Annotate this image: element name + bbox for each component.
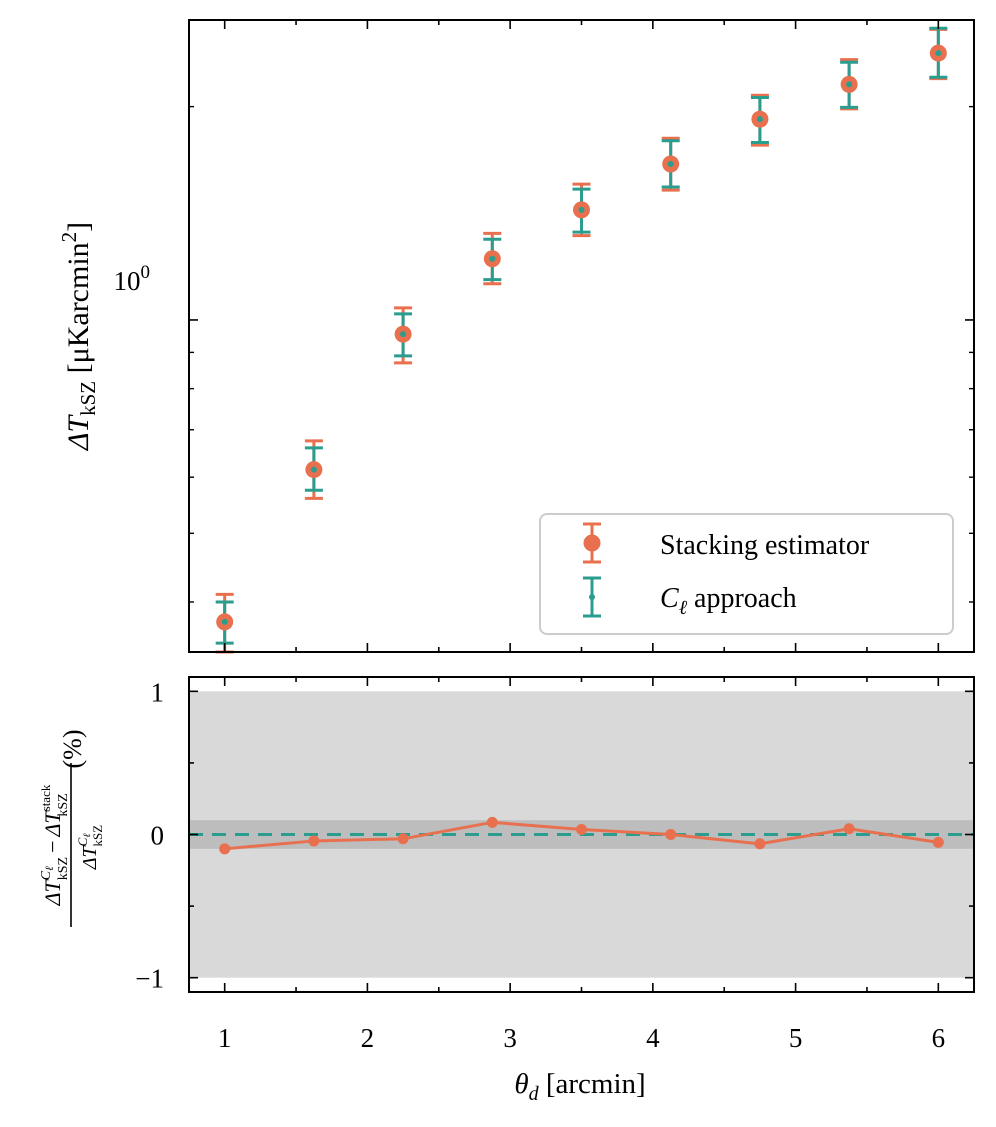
- xtick-label-3: 3: [503, 1023, 517, 1053]
- ratio-point: [932, 836, 944, 848]
- cl-point: [400, 331, 407, 338]
- legend-label-stacking: Stacking estimator: [660, 530, 870, 561]
- cl-point: [310, 466, 317, 473]
- ratio-point: [576, 823, 587, 835]
- cl-point: [489, 255, 496, 262]
- xtick-label-6: 6: [932, 1023, 946, 1053]
- legend-box: [539, 513, 954, 635]
- ratio-point: [219, 843, 231, 855]
- legend-label-cl: Cℓ approach: [660, 583, 797, 619]
- ratio-point: [308, 835, 320, 847]
- cl-point: [667, 160, 674, 167]
- cl-point: [846, 81, 853, 88]
- bottom-ytick-label-minus1: −1: [135, 964, 164, 994]
- bottom-ylabel: ΔTCℓkSZ−ΔTstack kSZ ΔTCℓkSZ (%): [38, 730, 105, 927]
- legend-marker: [589, 594, 595, 600]
- xlabel: θd [arcmin]: [514, 1068, 645, 1105]
- legend: Stacking estimator Cℓ approach: [539, 513, 954, 635]
- top-ytick-label: 100: [114, 262, 151, 296]
- bottom-ytick-label-0: 0: [151, 821, 165, 851]
- ratio-point: [486, 816, 498, 828]
- cl-point: [221, 618, 228, 625]
- ratio-point: [843, 823, 855, 835]
- ylabel-denominator: ΔTCℓkSZ: [75, 825, 105, 870]
- legend-symbol-stacking: [583, 522, 601, 564]
- bottom-panel: 1 0 −1 1 2 3 4 5 6 θd [arcmin] ΔTCℓkSZ−Δ…: [38, 676, 975, 1105]
- xtick-label-1: 1: [218, 1023, 232, 1053]
- bottom-ytick-label-1: 1: [151, 677, 165, 707]
- xtick-label-4: 4: [646, 1023, 660, 1053]
- ylabel-numerator: ΔTCℓkSZ−ΔTstack kSZ: [38, 784, 71, 906]
- cl-point: [756, 116, 763, 123]
- ylabel-unit: (%): [58, 730, 87, 769]
- xtick-label-2: 2: [361, 1023, 375, 1053]
- xtick-label-5: 5: [789, 1023, 803, 1053]
- top-ylabel: ΔTkSZ [μKarcmin2]: [57, 222, 100, 451]
- ratio-point: [665, 829, 677, 840]
- legend-marker: [583, 534, 601, 552]
- cl-point: [935, 50, 942, 57]
- cl-point: [578, 206, 585, 213]
- top-panel: 100 ΔTkSZ [μKarcmin2] Stacking estimator…: [57, 19, 975, 654]
- ratio-point: [754, 838, 766, 850]
- ratio-point: [397, 833, 409, 845]
- legend-symbol-cl: [583, 576, 601, 618]
